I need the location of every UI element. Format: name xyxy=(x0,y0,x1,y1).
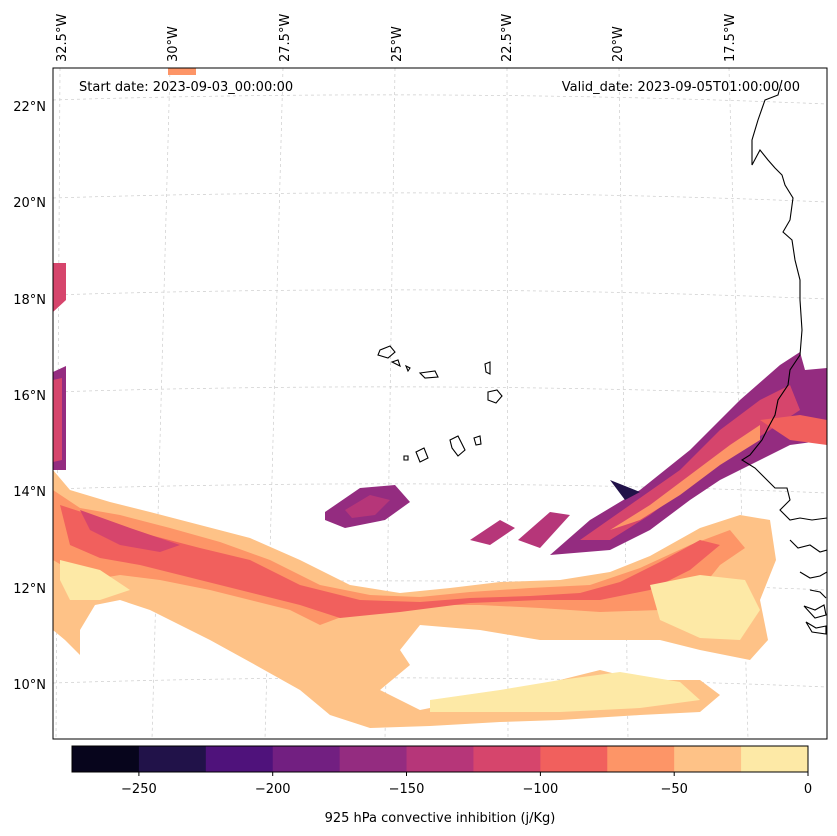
lat-label: 18°N xyxy=(13,293,46,308)
colorbar-bin xyxy=(406,746,474,772)
colorbar-bin xyxy=(540,746,608,772)
start-date-label: Start date: 2023-09-03_00:00:00 xyxy=(79,80,293,95)
lon-label: 27.5°W xyxy=(278,14,293,62)
colorbar-bins xyxy=(72,746,809,772)
lat-label: 14°N xyxy=(13,485,46,500)
valid-date-label: Valid_date: 2023-09-05T01:00:00.00 xyxy=(562,80,800,95)
colorbar-ticks xyxy=(138,772,809,776)
lon-label: 32.5°W xyxy=(55,14,70,62)
colorbar-bin xyxy=(272,746,341,772)
lon-label: 30°W xyxy=(166,26,181,62)
longitude-labels: 32.5°W 30°W 27.5°W 25°W 22.5°W 20°W 17.5… xyxy=(55,14,738,62)
colorbar-tick-label: −250 xyxy=(121,782,157,797)
colorbar-tick-label: −150 xyxy=(389,782,425,797)
colorbar-bin xyxy=(607,746,675,772)
colorbar-bin xyxy=(339,746,408,772)
map-border xyxy=(52,67,828,740)
colorbar-bin xyxy=(205,746,274,772)
colorbar-frame xyxy=(71,745,809,773)
lon-label: 22.5°W xyxy=(500,14,515,62)
cin-contours xyxy=(53,68,827,728)
coastline xyxy=(377,79,827,635)
colorbar-tick-label: −200 xyxy=(255,782,291,797)
lon-label: 17.5°W xyxy=(723,14,738,62)
lat-label: 16°N xyxy=(13,389,46,404)
lat-label: 20°N xyxy=(13,196,46,211)
colorbar-bin xyxy=(72,746,140,772)
lat-label: 10°N xyxy=(13,678,46,693)
lon-label: 20°W xyxy=(611,26,626,62)
colorbar-bin xyxy=(138,746,207,772)
latitude-labels: 22°N 20°N 18°N 16°N 14°N 12°N 10°N xyxy=(13,100,46,693)
lat-label: 22°N xyxy=(13,100,46,115)
colorbar-tick-label: 0 xyxy=(804,782,812,797)
colorbar: −250 −200 −150 −100 −50 0 925 hPa convec… xyxy=(71,745,812,826)
colorbar-bin xyxy=(674,746,742,772)
colorbar-tick-label: −100 xyxy=(523,782,559,797)
lon-label: 25°W xyxy=(390,26,405,62)
lat-label: 12°N xyxy=(13,582,46,597)
colorbar-label: 925 hPa convective inhibition (j/Kg) xyxy=(325,811,556,826)
colorbar-tick-label: −50 xyxy=(660,782,687,797)
colorbar-bin xyxy=(741,746,809,772)
colorbar-bin xyxy=(473,746,541,772)
